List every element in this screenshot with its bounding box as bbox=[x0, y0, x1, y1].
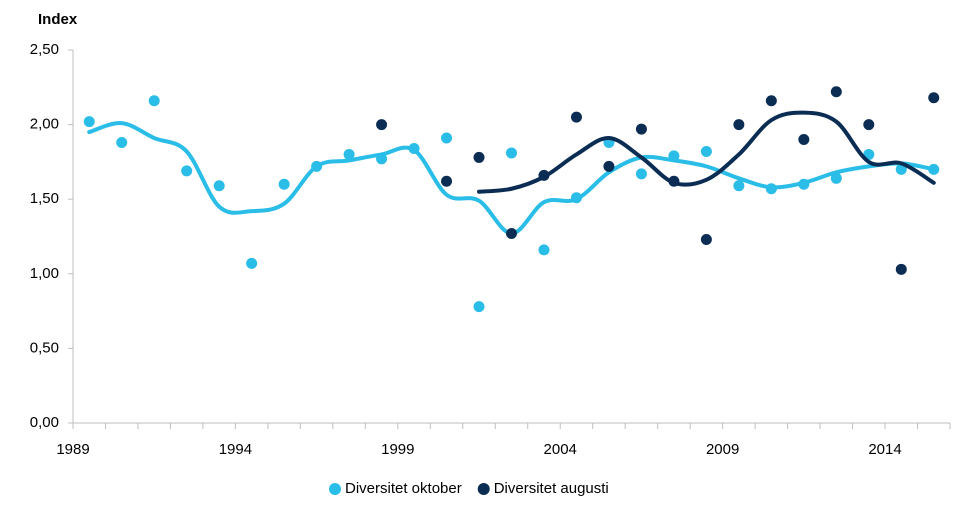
data-point bbox=[441, 132, 453, 144]
data-point bbox=[603, 160, 615, 172]
data-point bbox=[700, 145, 712, 157]
data-point bbox=[635, 123, 647, 135]
data-point bbox=[506, 228, 517, 240]
x-tick-label: 1994 bbox=[219, 441, 252, 458]
legend-label: Diversitet augusti bbox=[494, 480, 609, 497]
data-point bbox=[83, 116, 95, 128]
data-point bbox=[928, 163, 940, 175]
data-point bbox=[830, 86, 842, 98]
data-point bbox=[538, 169, 550, 181]
x-tick-label: 1999 bbox=[381, 441, 414, 458]
legend-marker bbox=[477, 483, 490, 495]
x-tick-label: 2004 bbox=[544, 441, 577, 458]
x-tick-label: 1989 bbox=[56, 441, 89, 458]
data-point bbox=[765, 183, 777, 195]
data-point bbox=[668, 150, 680, 162]
data-point bbox=[700, 233, 712, 245]
data-point bbox=[278, 178, 290, 190]
y-tick-label: 2,50 bbox=[30, 41, 59, 58]
data-point bbox=[116, 137, 128, 149]
data-point bbox=[798, 134, 810, 146]
data-point bbox=[473, 151, 485, 163]
data-point bbox=[863, 119, 875, 131]
data-point bbox=[895, 263, 907, 275]
x-tick-label: 2009 bbox=[706, 441, 739, 458]
data-point bbox=[765, 95, 777, 107]
data-point bbox=[830, 172, 842, 184]
data-point bbox=[733, 119, 745, 131]
y-tick-label: 0,00 bbox=[30, 414, 59, 431]
data-point bbox=[733, 180, 745, 192]
data-point bbox=[246, 257, 258, 269]
legend-marker bbox=[329, 483, 341, 495]
data-point bbox=[376, 119, 388, 131]
data-point bbox=[181, 165, 193, 177]
y-tick-label: 0,50 bbox=[30, 339, 59, 356]
data-point bbox=[376, 153, 388, 165]
trend-line bbox=[477, 110, 936, 194]
y-tick-label: 2,00 bbox=[30, 116, 59, 133]
data-point bbox=[408, 142, 420, 154]
data-point bbox=[635, 168, 647, 180]
data-point bbox=[538, 244, 550, 256]
y-tick-label: 1,00 bbox=[30, 265, 59, 282]
data-point bbox=[343, 148, 355, 160]
y-axis-label: Index bbox=[38, 11, 78, 28]
data-point bbox=[311, 160, 323, 172]
data-point bbox=[668, 175, 680, 187]
data-point bbox=[441, 175, 453, 187]
y-tick-label: 1,50 bbox=[30, 190, 59, 207]
data-point bbox=[506, 147, 517, 159]
data-point bbox=[148, 95, 160, 107]
data-point bbox=[570, 111, 582, 123]
x-tick-label: 2014 bbox=[868, 441, 901, 458]
legend-label: Diversitet oktober bbox=[345, 480, 462, 497]
data-point bbox=[798, 178, 810, 190]
data-point bbox=[928, 92, 940, 104]
data-point bbox=[213, 180, 225, 192]
data-point bbox=[570, 192, 582, 204]
data-point bbox=[473, 301, 485, 313]
